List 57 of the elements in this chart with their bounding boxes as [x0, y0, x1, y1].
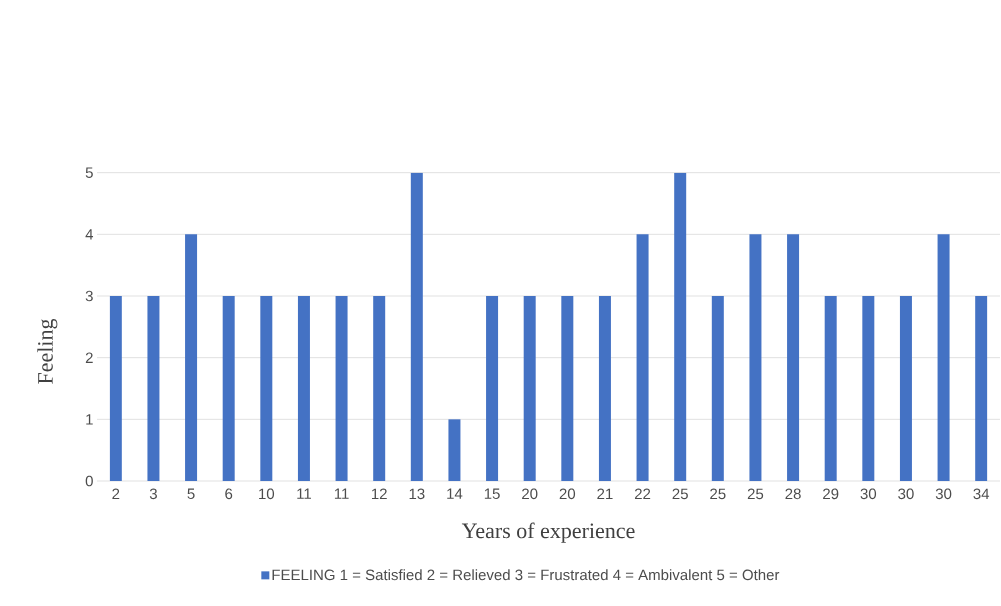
x-tick-label: 25	[672, 488, 688, 500]
y-axis-title: Feeling	[37, 318, 58, 384]
bar	[222, 296, 235, 481]
x-tick-label: 25	[747, 488, 764, 500]
bar	[598, 296, 611, 481]
x-axis-title: Years of experience	[461, 522, 635, 543]
bar	[899, 296, 912, 481]
x-tick-label: 20	[522, 488, 538, 500]
x-tick-label: 14	[447, 488, 463, 499]
bar	[373, 296, 386, 481]
bar	[787, 234, 800, 481]
bar	[937, 234, 950, 481]
legend-label: FEELING 1 = Satisfied 2 = Relieved 3 = Frustrated 4 = Ambivalent 5 = Other	[272, 569, 780, 581]
x-tick-label: 10	[259, 488, 275, 500]
x-tick-label: 34	[973, 488, 990, 500]
x-tick-label: 5	[187, 488, 195, 499]
x-tick-label: 28	[785, 488, 801, 500]
bar	[975, 296, 988, 481]
y-tick-label: 3	[85, 290, 93, 302]
bar	[147, 296, 160, 481]
bar	[486, 296, 499, 481]
bar	[297, 296, 310, 481]
y-tick-label: 1	[86, 414, 93, 425]
x-tick-label: 22	[634, 488, 651, 500]
x-tick-label: 3	[149, 488, 157, 500]
y-tick-label: 4	[85, 229, 94, 240]
bar	[335, 296, 348, 481]
bar	[109, 296, 122, 481]
x-tick-label: 13	[409, 488, 425, 500]
bar	[749, 234, 762, 481]
x-tick-label: 20	[559, 488, 576, 500]
x-tick-label: 21	[597, 488, 613, 500]
bar	[561, 296, 574, 481]
bar	[674, 172, 687, 481]
x-tick-label: 29	[823, 488, 839, 500]
x-tick-label: 11	[297, 488, 311, 499]
y-tick-label: 0	[85, 475, 93, 487]
x-tick-label: 15	[484, 488, 500, 499]
bar	[185, 234, 198, 481]
bar	[260, 296, 273, 481]
bar	[824, 296, 837, 481]
x-tick-label: 11	[334, 488, 349, 499]
bar	[711, 296, 724, 481]
x-tick-label: 12	[371, 488, 387, 500]
x-tick-label: 30	[860, 488, 877, 500]
bar	[523, 296, 536, 481]
y-tick-label: 5	[85, 167, 93, 178]
bar	[448, 419, 461, 481]
bar	[410, 172, 423, 481]
bar	[636, 234, 649, 481]
x-tick-label: 6	[225, 488, 233, 500]
x-tick-label: 25	[710, 488, 726, 500]
x-tick-label: 2	[112, 488, 120, 500]
bar	[862, 296, 875, 481]
x-tick-label: 30	[935, 488, 952, 500]
y-tick-label: 2	[85, 352, 93, 363]
x-tick-label: 30	[898, 488, 914, 500]
